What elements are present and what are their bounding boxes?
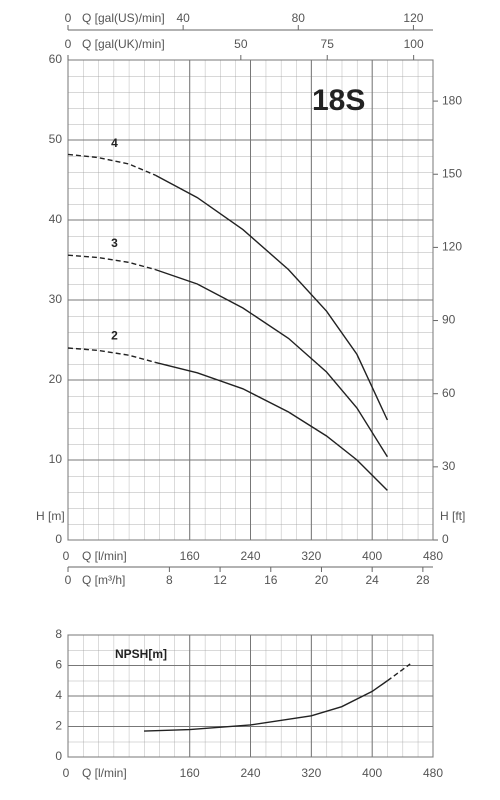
axis-tick-label: 80 xyxy=(292,11,306,25)
y-tick-label: 30 xyxy=(49,292,63,306)
curve xyxy=(67,347,156,364)
y-tick-label: 0 xyxy=(55,532,62,546)
y-tick-label: 8 xyxy=(55,627,62,641)
axis-tick-label: 24 xyxy=(365,573,379,587)
y-tick-label: 10 xyxy=(49,452,63,466)
y2-tick-label: 150 xyxy=(442,166,462,180)
x-tick-label: 0 xyxy=(63,549,70,563)
axis-label: Q [gal(UK)/min] xyxy=(82,37,165,51)
y-axis-label: H [m] xyxy=(36,509,65,523)
axis-label: Q [m³/h] xyxy=(82,573,125,587)
curve xyxy=(155,361,388,491)
axis-tick-label: 120 xyxy=(403,11,423,25)
y2-tick-label: 180 xyxy=(442,93,462,107)
y-tick-label: 0 xyxy=(55,749,62,763)
y2-tick-label: 0 xyxy=(442,532,449,546)
y2-axis-label: H [ft] xyxy=(440,509,465,523)
x-tick-label: 400 xyxy=(362,549,382,563)
x-tick-label: 240 xyxy=(240,766,260,780)
x-tick-label: 320 xyxy=(301,766,321,780)
series-label: 2 xyxy=(111,329,118,343)
y-tick-label: 20 xyxy=(49,372,63,386)
axis-tick-label: 8 xyxy=(166,573,173,587)
x-tick-label: 160 xyxy=(180,549,200,563)
x-tick-label: 480 xyxy=(423,549,443,563)
axis-tick-label: 0 xyxy=(65,11,72,25)
axis-label: Q [gal(US)/min] xyxy=(82,11,165,25)
y2-tick-label: 60 xyxy=(442,386,456,400)
axis-tick-label: 75 xyxy=(321,37,335,51)
x-tick-label: 320 xyxy=(301,549,321,563)
chart-title: NPSH[m] xyxy=(115,647,167,661)
axis-tick-label: 0 xyxy=(65,573,72,587)
series-label: 4 xyxy=(111,136,118,150)
axis-tick-label: 50 xyxy=(234,37,248,51)
x-tick-label: 0 xyxy=(63,766,70,780)
curve xyxy=(67,153,156,176)
curve xyxy=(155,268,388,458)
axis-tick-label: 0 xyxy=(65,37,72,51)
curve xyxy=(67,254,156,271)
x-tick-label: 240 xyxy=(240,549,260,563)
axis-tick-label: 12 xyxy=(213,573,227,587)
curve xyxy=(386,663,411,682)
y-tick-label: 4 xyxy=(55,688,62,702)
x-axis-label: Q [l/min] xyxy=(82,766,127,780)
x-tick-label: 480 xyxy=(423,766,443,780)
axis-tick-label: 28 xyxy=(416,573,430,587)
axis-tick-label: 20 xyxy=(315,573,329,587)
x-tick-label: 160 xyxy=(180,766,200,780)
series-label: 3 xyxy=(111,236,118,250)
chart-title: 18S xyxy=(312,84,365,117)
axis-tick-label: 100 xyxy=(404,37,424,51)
curve xyxy=(155,174,389,421)
y2-tick-label: 90 xyxy=(442,313,456,327)
axis-tick-label: 40 xyxy=(176,11,190,25)
y-tick-label: 2 xyxy=(55,719,62,733)
y-tick-label: 50 xyxy=(49,132,63,146)
y-tick-label: 40 xyxy=(49,212,63,226)
y-tick-label: 60 xyxy=(49,52,63,66)
y-tick-label: 6 xyxy=(55,658,62,672)
axis-tick-label: 16 xyxy=(264,573,278,587)
y2-tick-label: 30 xyxy=(442,459,456,473)
x-axis-label: Q [l/min] xyxy=(82,549,127,563)
curve xyxy=(144,680,388,732)
y2-tick-label: 120 xyxy=(442,240,462,254)
x-tick-label: 400 xyxy=(362,766,382,780)
